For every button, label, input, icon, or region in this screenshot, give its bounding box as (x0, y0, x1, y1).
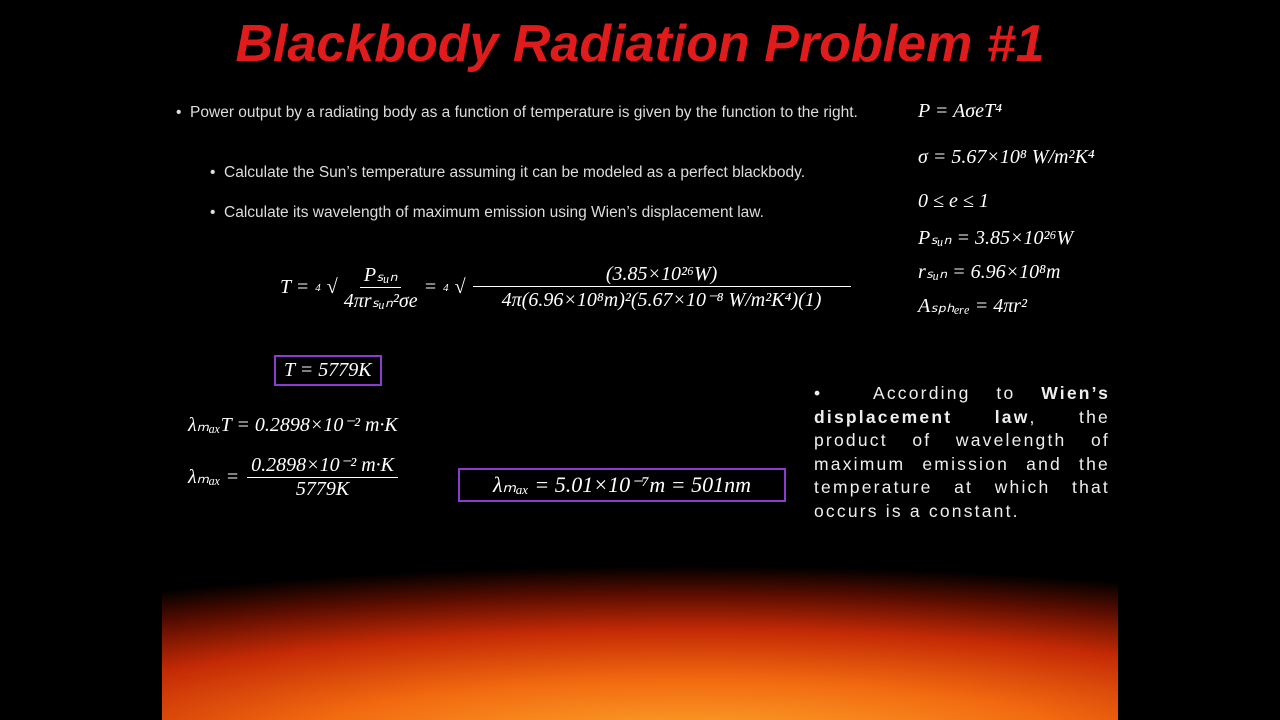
fraction: Pₛᵤₙ 4πrₛᵤₙ²σe (344, 262, 418, 313)
note-text: According to (872, 383, 1016, 403)
bullet: • Calculate the Sun’s temperature assumi… (210, 164, 806, 181)
wien-equation: λₘₐₓT = 0.2898×10⁻² m·K (188, 414, 398, 436)
numerator: (3.85×10²⁶W) (472, 263, 851, 287)
given: rₛᵤₙ = 6.96×10⁸m (918, 261, 1061, 283)
slide: Blackbody Radiation Problem #1 • Power o… (162, 0, 1118, 720)
sun-image (162, 520, 1118, 720)
denominator: 4πrₛᵤₙ²σe (343, 290, 418, 312)
note-bold: Wien’s displacement law (814, 383, 1110, 427)
title: Blackbody Radiation Problem #1 (235, 15, 1045, 73)
wien-equation: λₘₐₓ = 0.2898×10⁻² m·K 5779K (188, 452, 398, 501)
numerator: Pₛᵤₙ (359, 262, 402, 288)
bullet-text: Power output by a radiating body as a fu… (190, 104, 858, 121)
eq-sign: = (423, 276, 438, 298)
fraction: (3.85×10²⁶W) 4π(6.96×10⁸m)²(5.67×10⁻⁸ W/m… (472, 263, 852, 312)
given: 0 ≤ e ≤ 1 (918, 190, 989, 212)
result-box: λₘₐₓ = 5.01×10⁻⁷m = 501nm (458, 468, 786, 502)
numerator: 0.2898×10⁻² m·K (247, 452, 398, 478)
eq-lhs: λₘₐₓ = (188, 466, 240, 488)
bullet-text: Calculate the Sun’s temperature assuming… (224, 164, 806, 181)
given: P = AσeT⁴ (918, 100, 1003, 122)
given: σ = 5.67×10⁸ W/m²K⁴ (918, 146, 1095, 168)
denominator: 5779K (295, 478, 350, 500)
root-index: 4 (315, 281, 321, 294)
given: Pₛᵤₙ = 3.85×10²⁶W (918, 227, 1074, 249)
main-equation: T = 4 √ Pₛᵤₙ 4πrₛᵤₙ²σe = 4 √ (3.85×10²⁶W) 4π… (280, 262, 852, 313)
eq-lhs: T = (280, 276, 310, 298)
fraction: 0.2898×10⁻² m·K 5779K (247, 452, 398, 501)
root-index: 4 (443, 281, 449, 294)
result-box: T = 5779K (274, 355, 382, 386)
denominator: 4π(6.96×10⁸m)²(5.67×10⁻⁸ W/m²K⁴)(1) (501, 289, 822, 311)
note-text: , the product of wavelength of maximum e… (814, 406, 1110, 521)
note: • According to Wien’s displacement law, … (814, 383, 1110, 521)
bullet: • Power output by a radiating body as a … (176, 104, 858, 121)
bullet-text: Calculate its wavelength of maximum emis… (224, 204, 764, 221)
bullet: • Calculate its wavelength of maximum em… (210, 204, 764, 221)
given: Aₛₚₕₑᵣₑ = 4πr² (918, 295, 1028, 317)
